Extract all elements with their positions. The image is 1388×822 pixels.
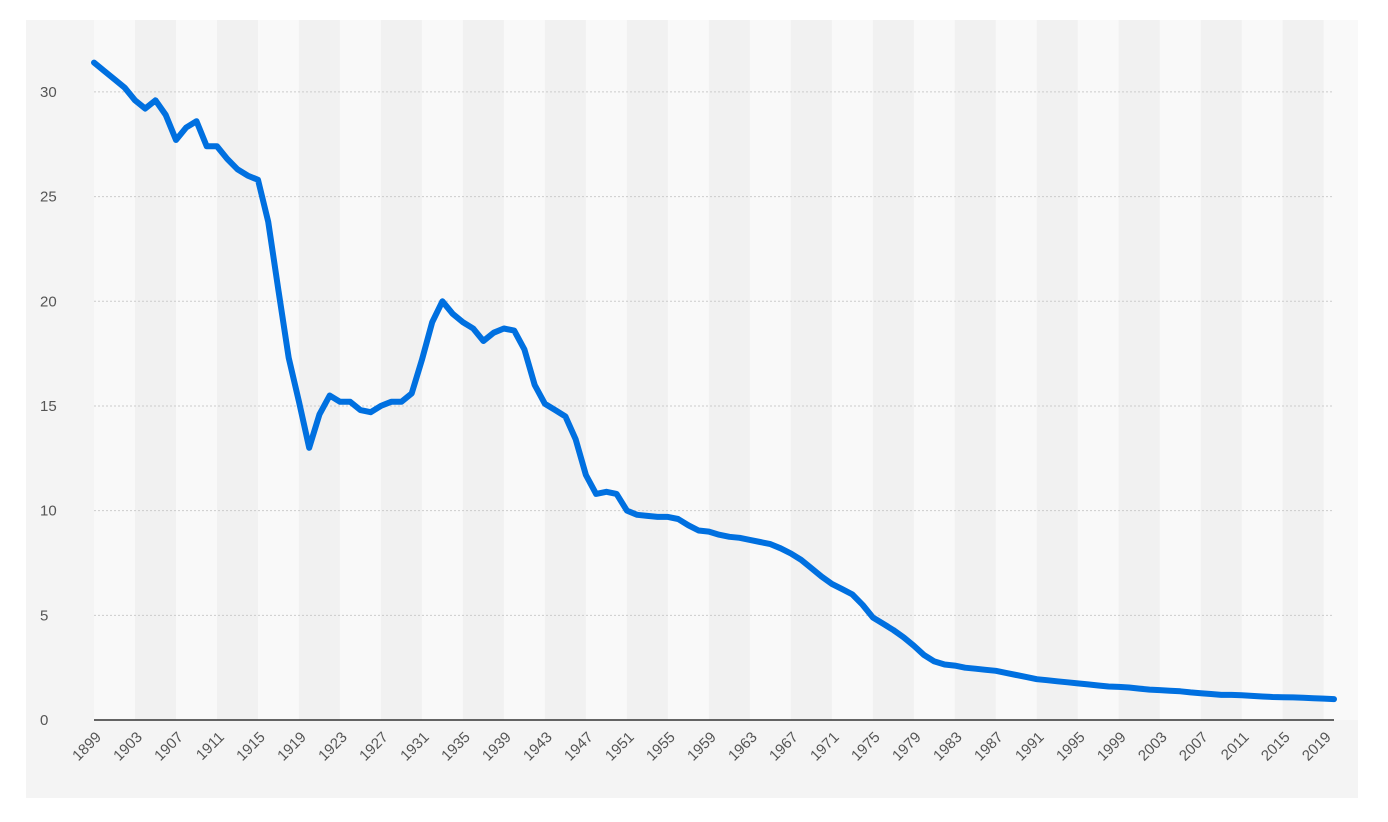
x-axis-ticks: 1899 1903 1907 1911 1915 1919 1923 1927 1931 1935… xyxy=(69,729,1334,765)
background-band xyxy=(1077,20,1119,720)
background-band xyxy=(585,20,627,720)
x-tick-label: 1995 xyxy=(1053,729,1089,765)
background-band xyxy=(1241,20,1283,720)
x-tick-label: 2007 xyxy=(1176,729,1212,765)
background-band xyxy=(749,20,791,720)
x-tick-label: 1983 xyxy=(930,729,966,765)
background-band xyxy=(667,20,709,720)
background-band xyxy=(1323,20,1358,720)
x-tick-label: 1935 xyxy=(438,729,474,765)
x-tick-label: 1947 xyxy=(561,729,597,765)
x-tick-label: 1975 xyxy=(848,729,884,765)
x-tick-label: 1939 xyxy=(479,729,515,765)
x-tick-label: 1987 xyxy=(971,729,1007,765)
x-tick-label: 1991 xyxy=(1012,729,1048,765)
x-tick-label: 1927 xyxy=(356,729,392,765)
background-band xyxy=(94,20,135,720)
background-band xyxy=(175,20,217,720)
x-tick-label: 1959 xyxy=(684,729,720,765)
x-tick-label: 2011 xyxy=(1218,729,1253,764)
y-tick-label: 10 xyxy=(40,503,57,520)
x-tick-label: 1899 xyxy=(69,729,105,765)
y-tick-label: 5 xyxy=(40,607,48,624)
x-tick-label: 1911 xyxy=(193,729,228,764)
x-tick-label: 1923 xyxy=(315,729,351,765)
background-band xyxy=(134,20,176,720)
background-band xyxy=(1118,20,1160,720)
background-bands xyxy=(94,20,1358,720)
background-band xyxy=(1200,20,1242,720)
series-line xyxy=(91,59,1337,703)
x-tick-label: 1999 xyxy=(1094,729,1130,765)
chart-area: 0 5 10 15 20 25 30 1899 1903 1907 1911 1915 1919 192… xyxy=(26,20,1358,798)
x-tick-label: 2019 xyxy=(1299,729,1335,765)
background-band xyxy=(626,20,668,720)
background-band xyxy=(503,20,545,720)
x-tick-label: 1971 xyxy=(807,729,843,765)
background-band xyxy=(421,20,463,720)
background-band xyxy=(462,20,504,720)
background-band xyxy=(831,20,873,720)
background-band xyxy=(380,20,422,720)
background-band xyxy=(216,20,258,720)
background-band xyxy=(1036,20,1078,720)
x-tick-label: 1919 xyxy=(274,729,310,765)
x-tick-label: 1931 xyxy=(397,729,433,765)
y-tick-label: 25 xyxy=(40,189,57,206)
background-band xyxy=(790,20,832,720)
background-band xyxy=(339,20,381,720)
background-band xyxy=(913,20,955,720)
background-band xyxy=(872,20,914,720)
background-band xyxy=(544,20,586,720)
background-band xyxy=(1159,20,1201,720)
gridlines xyxy=(94,91,1334,616)
x-tick-label: 1967 xyxy=(766,729,802,765)
y-tick-label: 15 xyxy=(40,398,57,415)
x-tick-label: 1915 xyxy=(233,729,269,765)
y-axis-ticks: 0 5 10 15 20 25 30 xyxy=(40,84,57,729)
background-band xyxy=(1282,20,1324,720)
x-tick-label: 1979 xyxy=(889,729,925,765)
y-tick-label: 0 xyxy=(40,712,48,729)
y-tick-label: 30 xyxy=(40,84,57,101)
x-tick-label: 1943 xyxy=(520,729,556,765)
x-tick-label: 1907 xyxy=(151,729,187,765)
x-tick-label: 2003 xyxy=(1135,729,1171,765)
background-band xyxy=(298,20,340,720)
y-tick-label: 20 xyxy=(40,293,57,310)
background-band xyxy=(708,20,750,720)
x-tick-label: 1951 xyxy=(602,729,638,765)
background-band xyxy=(995,20,1037,720)
x-tick-label: 1903 xyxy=(110,729,146,765)
x-tick-label: 1955 xyxy=(643,729,679,765)
background-band xyxy=(954,20,996,720)
x-tick-label: 2015 xyxy=(1258,729,1294,765)
x-tick-label: 1963 xyxy=(725,729,761,765)
